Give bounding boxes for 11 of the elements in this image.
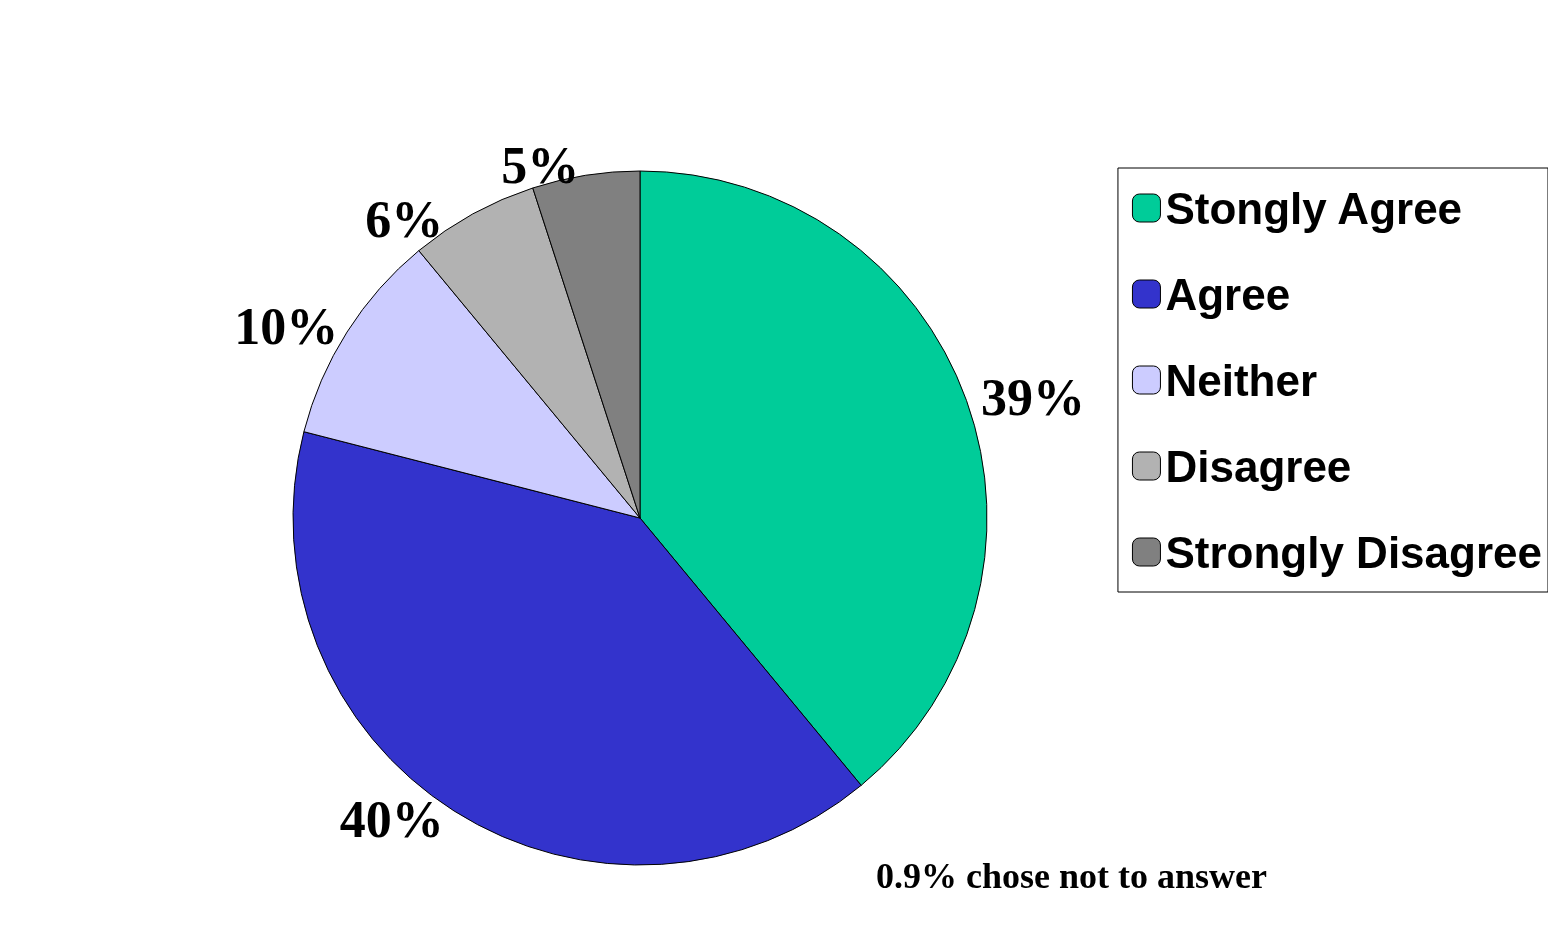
- legend-label: Stongly Agree: [1165, 183, 1463, 233]
- data-label: 10%: [234, 298, 339, 356]
- data-label: 5%: [501, 136, 580, 194]
- data-label: 6%: [365, 190, 444, 248]
- data-label: 40%: [339, 790, 444, 848]
- legend-label: Neither: [1165, 355, 1318, 405]
- legend-label: Agree: [1165, 269, 1291, 319]
- legend-label: Disagree: [1165, 441, 1352, 491]
- data-label: 39%: [980, 368, 1085, 426]
- legend-label: Strongly Disagree: [1165, 527, 1543, 577]
- text: 0.9% chose not to answer: [876, 856, 1267, 896]
